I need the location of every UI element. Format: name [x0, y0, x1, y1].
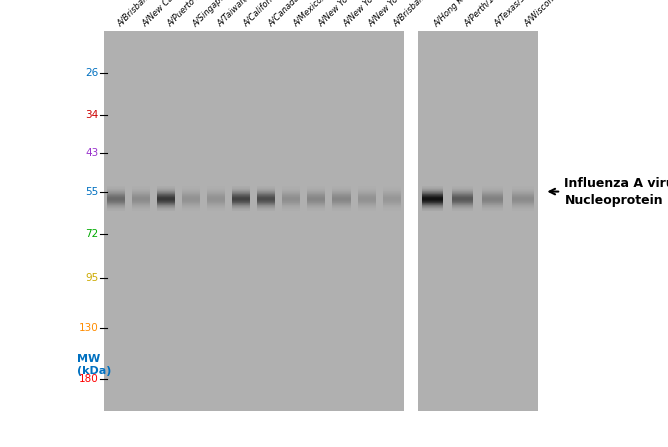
Text: 72: 72: [85, 229, 98, 239]
Text: A/California/07/09 (H1N1): A/California/07/09 (H1N1): [241, 0, 324, 29]
Bar: [418, 31, 538, 411]
Text: A/Texas/50/12 (H3N2): A/Texas/50/12 (H3N2): [493, 0, 564, 29]
Text: 43: 43: [85, 148, 98, 158]
Text: A/Wisconsin/67/05 (H3N2): A/Wisconsin/67/05 (H3N2): [523, 0, 607, 29]
Text: 55: 55: [85, 186, 98, 197]
Text: 34: 34: [85, 110, 98, 120]
Text: A/Mexico/4108/09 (H1N1): A/Mexico/4108/09 (H1N1): [291, 0, 375, 29]
Text: A/Brisbane/59/07 (H1N1): A/Brisbane/59/07 (H1N1): [116, 0, 197, 29]
Text: 180: 180: [78, 375, 98, 384]
Text: A/Brisbane/10/07 (H1N1): A/Brisbane/10/07 (H1N1): [391, 0, 472, 29]
Text: A/New York/03/09 (H1N1): A/New York/03/09 (H1N1): [367, 0, 448, 29]
Text: A/Puerto Rico/8/34 (H1N1): A/Puerto Rico/8/34 (H1N1): [166, 0, 251, 29]
Text: A/New York/01/09 (H1N1): A/New York/01/09 (H1N1): [317, 0, 398, 29]
Text: 95: 95: [85, 273, 98, 283]
Text: 26: 26: [85, 68, 98, 78]
Text: A/Hong Kong/8/68 (H3N2): A/Hong Kong/8/68 (H3N2): [433, 0, 516, 29]
Text: MW: MW: [77, 354, 100, 364]
Text: A/New York/02/09 (H1N1): A/New York/02/09 (H1N1): [341, 0, 424, 29]
Text: A/Perth/16/09 (H3N2): A/Perth/16/09 (H3N2): [462, 0, 533, 29]
Text: A/New Cal/20/99 (H1N1): A/New Cal/20/99 (H1N1): [141, 0, 220, 29]
Text: Influenza A virus
Nucleoprotein: Influenza A virus Nucleoprotein: [564, 177, 668, 207]
Text: A/Singapore/63/04 (H1N1): A/Singapore/63/04 (H1N1): [191, 0, 276, 29]
Text: 130: 130: [78, 323, 98, 333]
Bar: [104, 31, 404, 411]
Text: A/Canada/6294/09 (H1N1): A/Canada/6294/09 (H1N1): [267, 0, 351, 29]
Text: A/Taiwan/42/06 (H1N1): A/Taiwan/42/06 (H1N1): [216, 0, 291, 29]
Text: (kDa): (kDa): [77, 367, 111, 376]
